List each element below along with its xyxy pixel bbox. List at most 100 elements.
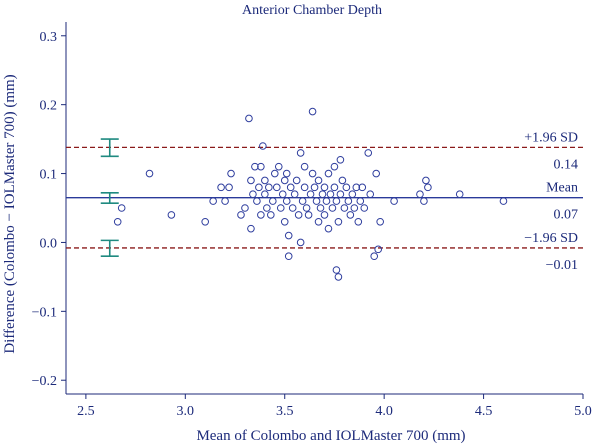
data-point <box>346 211 355 219</box>
data-point <box>370 252 379 261</box>
mean-value: 0.07 <box>554 208 579 223</box>
data-point <box>342 183 351 192</box>
data-point <box>272 183 281 192</box>
data-point <box>117 204 126 212</box>
y-tick-label: 0.3 <box>40 30 58 45</box>
data-point <box>328 204 337 212</box>
data-point <box>201 217 209 226</box>
y-tick-label: 0.2 <box>40 99 58 114</box>
data-point <box>340 204 349 212</box>
data-point <box>312 197 321 205</box>
data-point <box>320 183 329 192</box>
data-point <box>145 169 154 178</box>
data-point <box>336 190 345 199</box>
data-point <box>322 197 331 205</box>
data-point <box>330 162 339 171</box>
x-tick-label: 5.0 <box>574 404 592 419</box>
data-point <box>263 204 271 212</box>
data-point <box>298 197 307 205</box>
data-point <box>274 162 283 171</box>
data-point <box>324 224 333 233</box>
data-point <box>257 211 265 219</box>
data-point <box>253 197 261 205</box>
data-point <box>292 176 301 185</box>
data-point <box>364 149 373 157</box>
data-point <box>209 197 217 205</box>
data-point <box>366 190 375 199</box>
data-point <box>372 169 381 178</box>
data-point <box>302 204 311 212</box>
data-point <box>225 183 233 192</box>
data-point <box>296 149 305 157</box>
x-axis-title: Mean of Colombo and IOLMaster 700 (mm) <box>196 428 465 444</box>
data-point <box>278 190 287 199</box>
data-point <box>318 190 327 199</box>
data-point <box>267 211 275 219</box>
data-point <box>314 217 323 226</box>
y-tick-label: 0.0 <box>40 236 58 251</box>
data-point <box>251 162 259 171</box>
data-point <box>245 114 253 123</box>
data-point <box>113 217 122 226</box>
data-point <box>422 176 430 185</box>
data-point <box>326 190 335 199</box>
data-point <box>286 183 295 192</box>
x-tick-label: 3.0 <box>177 404 195 419</box>
data-point <box>280 176 289 185</box>
data-point <box>308 169 317 178</box>
data-point <box>282 169 291 178</box>
plot-area: −0.2 −0.1 0.0 0.1 0.2 0.3 2.5 3.0 3.5 4.0 4.5 5.0 +1… <box>32 22 592 419</box>
data-point <box>270 169 279 178</box>
lower-limit-label: −1.96 SD <box>524 231 578 246</box>
data-point <box>280 217 289 226</box>
data-point <box>332 197 341 205</box>
data-point <box>255 183 263 192</box>
data-point <box>360 204 369 212</box>
data-point <box>344 197 353 205</box>
data-point <box>350 204 359 212</box>
data-point <box>227 169 235 178</box>
mean-label: Mean <box>546 181 578 196</box>
upper-limit-label: +1.96 SD <box>524 130 578 145</box>
data-point <box>217 183 225 192</box>
data-point <box>358 183 367 192</box>
data-point <box>455 190 464 199</box>
data-point <box>314 176 323 185</box>
data-point <box>376 217 384 226</box>
lower-limit-value: −0.01 <box>546 258 578 273</box>
data-point <box>390 197 398 205</box>
data-point <box>338 176 347 185</box>
x-tick-label: 4.0 <box>375 404 393 419</box>
data-point <box>296 238 305 247</box>
data-point <box>316 204 325 212</box>
data-point <box>334 217 343 226</box>
data-point <box>261 176 269 185</box>
data-point <box>300 183 309 192</box>
data-point <box>306 190 315 199</box>
data-point <box>499 197 508 205</box>
data-point <box>308 107 317 116</box>
data-point <box>336 155 345 164</box>
data-point <box>288 204 297 212</box>
y-tick-label: 0.1 <box>40 168 58 183</box>
data-point <box>420 197 428 205</box>
data-point <box>284 231 293 240</box>
data-point <box>324 169 333 178</box>
data-point <box>348 190 357 199</box>
data-point <box>334 273 343 281</box>
data-point <box>265 183 273 192</box>
data-point <box>304 211 313 219</box>
data-point <box>424 183 432 192</box>
data-point <box>300 162 309 171</box>
data-point <box>247 224 255 233</box>
data-point <box>167 211 176 219</box>
data-point <box>330 183 339 192</box>
y-tick-label: −0.1 <box>32 305 57 320</box>
data-point <box>352 183 361 192</box>
data-point <box>261 190 269 199</box>
x-tick-label: 3.5 <box>276 404 294 419</box>
data-point <box>247 176 255 185</box>
data-point <box>354 217 363 226</box>
chart-title: Anterior Chamber Depth <box>242 3 382 18</box>
